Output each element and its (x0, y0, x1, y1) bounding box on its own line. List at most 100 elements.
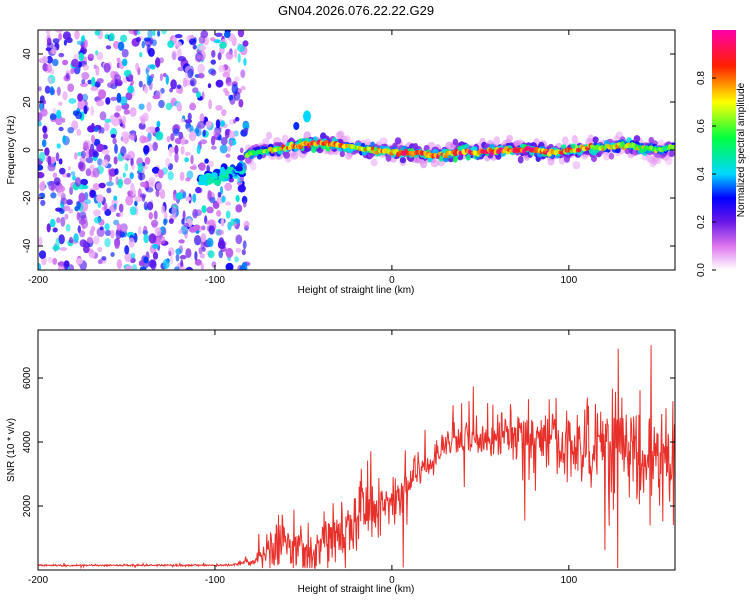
heatmap-noise-cell (104, 121, 110, 132)
heatmap-noise-cell (40, 108, 48, 117)
heatmap-noise-cell (184, 79, 191, 86)
heatmap-noise-cell (166, 136, 171, 143)
heatmap-noise-cell (58, 126, 64, 132)
heatmap-noise-cell (121, 48, 129, 58)
spectrogram-x-axis: -200 -100 0 100 (28, 30, 578, 286)
heatmap-noise-cell (55, 207, 63, 212)
heatmap-noise-cell (170, 79, 177, 90)
heatmap-noise-cell (92, 167, 100, 178)
heatmap-noise-cell (67, 166, 71, 171)
colorbar-gradient (712, 30, 736, 270)
heatmap-noise-cell (154, 227, 162, 236)
heatmap-noise-cell (222, 72, 230, 78)
heatmap-noise-cell (159, 73, 163, 82)
heatmap-ridge-cell (591, 154, 597, 163)
heatmap-noise-cell (125, 265, 133, 270)
heatmap-noise-cell (130, 182, 135, 193)
heatmap-noise-cell (169, 87, 174, 93)
heatmap-noise-cell (171, 206, 177, 216)
heatmap-ridge-cell (266, 131, 273, 140)
heatmap-noise-cell (124, 245, 130, 255)
heatmap-ridge-cell (399, 156, 406, 164)
heatmap-ridge-cell (517, 155, 524, 164)
heatmap-noise-cell (239, 265, 246, 270)
heatmap-noise-cell (181, 218, 185, 225)
heatmap-noise-cell (179, 255, 187, 260)
heatmap-noise-cell (199, 113, 205, 123)
heatmap-noise-cell (225, 201, 232, 206)
snr-y-tick-label: 2000 (22, 494, 33, 517)
heatmap-noise-cell (91, 151, 100, 158)
heatmap-noise-cell (82, 140, 91, 150)
colorbar-tick-label: 0.8 (696, 71, 707, 85)
heatmap-noise-cell (39, 151, 46, 162)
heatmap-noise-cell (148, 126, 155, 131)
heatmap-noise-cell (110, 252, 115, 257)
heatmap-noise-cell (99, 111, 107, 121)
heatmap-noise-cell (74, 152, 78, 160)
heatmap-noise-cell (48, 180, 56, 191)
heatmap-ridge-cell (250, 162, 257, 171)
heatmap-noise-cell (219, 144, 228, 154)
heatmap-noise-cell (79, 230, 86, 238)
heatmap-noise-cell (85, 148, 90, 159)
heatmap-noise-cell (98, 182, 106, 189)
heatmap-noise-cell (110, 133, 117, 139)
heatmap-noise-cell (224, 90, 230, 96)
heatmap-noise-cell (200, 233, 207, 243)
heatmap-noise-cell (240, 85, 246, 91)
colorbar: 0.0 0.2 0.4 0.6 0.8 Normalized spectral ampl… (696, 30, 747, 277)
heatmap-noise-cell (195, 186, 202, 194)
heatmap-noise-cell (174, 34, 183, 39)
heatmap-noise-cell (215, 119, 221, 129)
heatmap-noise-cell (62, 31, 71, 41)
heatmap-noise-cell (148, 259, 156, 268)
heatmap-noise-cell (134, 200, 138, 207)
heatmap-noise-cell (234, 116, 240, 122)
heatmap-ridge-cell (430, 159, 439, 168)
heatmap-noise-cell (143, 145, 150, 155)
heatmap-noise-cell (46, 223, 51, 233)
heatmap-ridge-cell (506, 134, 513, 143)
heatmap-noise-cell (38, 120, 42, 127)
heatmap-noise-cell (58, 32, 62, 41)
heatmap-noise-cell (198, 247, 203, 255)
heatmap-noise-cell (141, 194, 146, 202)
heatmap-noise-cell (192, 163, 197, 170)
heatmap-ridge-cell (281, 134, 289, 144)
heatmap-noise-cell (142, 230, 149, 235)
heatmap-noise-cell (77, 99, 86, 110)
heatmap-noise-cell (164, 211, 168, 220)
heatmap-noise-cell (208, 219, 215, 227)
heatmap-noise-cell (163, 218, 167, 226)
heatmap-early-cell (221, 169, 227, 176)
snr-frame (37, 329, 676, 571)
heatmap-noise-cell (71, 120, 79, 131)
heatmap-noise-cell (66, 199, 73, 206)
heatmap-noise-cell (42, 100, 47, 105)
heatmap-noise-cell (113, 195, 118, 201)
heatmap-noise-cell (68, 98, 77, 104)
heatmap-noise-cell (197, 63, 205, 74)
heatmap-noise-cell (176, 102, 183, 111)
heatmap-noise-cell (125, 195, 134, 206)
heatmap-ridge-cell (245, 157, 252, 164)
heatmap-noise-cell (52, 227, 58, 233)
heatmap-noise-cell (202, 129, 206, 137)
heatmap-ridge-cell (665, 156, 673, 166)
heatmap-noise-cell (117, 178, 123, 189)
heatmap-noise-cell (67, 127, 74, 134)
heatmap-noise-cell (179, 171, 185, 181)
heatmap-noise-cell (161, 205, 166, 214)
heatmap-noise-cell (204, 158, 209, 164)
heatmap-noise-cell (205, 220, 210, 225)
heatmap-noise-cell (234, 256, 239, 263)
heatmap-noise-cell (221, 195, 226, 203)
heatmap-ridge-cell (283, 151, 291, 159)
heatmap-noise-cell (234, 48, 238, 59)
heatmap-noise-cell (192, 44, 197, 50)
heatmap-noise-cell (194, 251, 198, 261)
heatmap-ridge-cell (633, 135, 641, 143)
heatmap-ridge-cell (374, 146, 378, 152)
heatmap-ridge-cell (310, 146, 317, 154)
